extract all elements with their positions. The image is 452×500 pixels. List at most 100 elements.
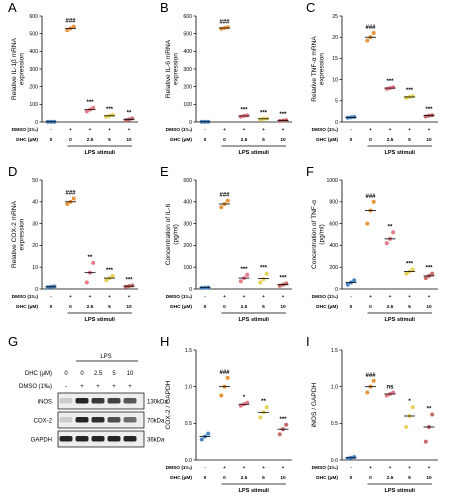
dhc-value: 2.5: [387, 475, 394, 481]
data-point: [410, 267, 415, 272]
dmso-value: +: [369, 128, 372, 133]
data-point: [371, 378, 376, 383]
dhc-value: 0: [350, 137, 353, 143]
data-point: [430, 271, 435, 276]
dhc-value: 0: [369, 137, 372, 143]
y-tick-label: 300: [29, 67, 38, 73]
dmso-row-label: DMSO (1‰): [166, 465, 193, 471]
lps-stimuli-label: LPS stimuli: [239, 488, 270, 494]
dhc-value: 0: [369, 475, 372, 481]
significance-label: ***: [279, 112, 287, 118]
data-point: [110, 273, 115, 278]
data-point: [371, 199, 376, 204]
blot-dhc-label: DHC (μM): [25, 371, 52, 377]
y-tick-label: 1000: [326, 178, 338, 184]
lps-stimuli-label: LPS stimuli: [239, 317, 270, 323]
lps-stimuli-label: LPS stimuli: [385, 150, 416, 156]
blot-lps-label: LPS: [100, 354, 111, 360]
y-tick-label: 500: [183, 178, 192, 184]
data-point: [284, 422, 289, 427]
dmso-value: +: [369, 295, 372, 300]
y-tick-label: 5: [335, 99, 338, 105]
y-tick-label: 600: [329, 221, 338, 227]
dmso-row-label: DMSO (1‰): [312, 465, 339, 471]
blot-row-inos: iNOS 130kDa: [38, 392, 168, 410]
dmso-value: +: [69, 295, 72, 300]
dmso-value: +: [408, 128, 411, 133]
dmso-value: -: [204, 466, 206, 471]
data-point: [264, 405, 269, 410]
y-tick-label: 1.0: [331, 384, 338, 390]
significance-label: ***: [260, 110, 268, 116]
dmso-value: +: [243, 128, 246, 133]
y-tick-label: 1.5: [331, 348, 338, 354]
dmso-value: +: [223, 466, 226, 471]
y-tick-label: 0: [335, 120, 338, 126]
data-point: [261, 277, 266, 282]
y-axis-label: Relative IL-6 mRNAexpression: [165, 39, 180, 98]
significance-label: **: [88, 255, 93, 261]
data-point: [71, 24, 76, 29]
dhc-value: 10: [280, 304, 286, 310]
dhc-value: 0: [204, 137, 207, 143]
blot-dmso-value: +: [80, 384, 84, 390]
dmso-value: +: [243, 466, 246, 471]
significance-label: ###: [365, 25, 376, 31]
dhc-value: 0: [204, 304, 207, 310]
y-tick-label: 200: [183, 243, 192, 249]
dmso-value: +: [282, 466, 285, 471]
data-point: [423, 439, 428, 444]
dmso-row-label: DMSO (1‰): [12, 294, 39, 300]
blot-dhc-value: 2.5: [94, 371, 103, 377]
blot-row-cox-2: COX-2 70kDa: [34, 411, 165, 429]
dmso-value: +: [282, 128, 285, 133]
dmso-value: +: [389, 295, 392, 300]
data-point: [423, 276, 428, 281]
y-tick-label: 100: [183, 265, 192, 271]
y-axis-label: Concentration of IL-6(pg/ml): [165, 203, 180, 265]
dhc-value: 5: [262, 475, 265, 481]
data-point: [84, 280, 89, 285]
dhc-value: 2.5: [387, 304, 394, 310]
y-tick-label: 400: [183, 200, 192, 206]
y-tick-label: 25: [332, 14, 338, 20]
blot-band: [91, 398, 105, 404]
significance-label: *: [243, 395, 246, 401]
y-tick-label: 10: [332, 77, 338, 83]
y-tick-label: 200: [183, 84, 192, 90]
lps-stimuli-label: LPS stimuli: [385, 317, 416, 323]
significance-label: ***: [240, 267, 248, 273]
y-tick-label: 1.0: [185, 384, 192, 390]
blot-band: [107, 398, 121, 404]
panel-label: C: [306, 0, 315, 15]
dhc-value: 0: [69, 137, 72, 143]
dmso-value: +: [389, 466, 392, 471]
y-tick-label: 300: [183, 221, 192, 227]
y-tick-label: 10: [32, 265, 38, 271]
data-point: [404, 424, 409, 430]
data-point: [352, 114, 357, 119]
dhc-value: 0: [50, 137, 53, 143]
y-tick-label: 800: [329, 200, 338, 206]
dmso-value: +: [428, 128, 431, 133]
y-tick-label: 100: [29, 102, 38, 108]
blot-dmso-label: DMSO (1‰): [19, 384, 52, 390]
lps-stimuli-label: LPS stimuli: [85, 150, 116, 156]
blot-dmso-value: +: [112, 384, 116, 390]
dhc-value: 5: [262, 304, 265, 310]
data-point: [91, 105, 96, 110]
dmso-row-label: DMSO (1‰): [312, 294, 339, 300]
lps-stimuli-label: LPS stimuli: [385, 488, 416, 494]
blot-protein-label: iNOS: [38, 400, 52, 406]
dhc-value: 10: [426, 304, 432, 310]
panel-label: E: [160, 164, 169, 179]
data-point: [365, 390, 370, 395]
blot-dmso-value: +: [96, 384, 100, 390]
data-point: [219, 205, 224, 210]
significance-label: ns: [386, 385, 394, 391]
dmso-value: -: [50, 295, 52, 300]
dhc-value: 5: [108, 304, 111, 310]
